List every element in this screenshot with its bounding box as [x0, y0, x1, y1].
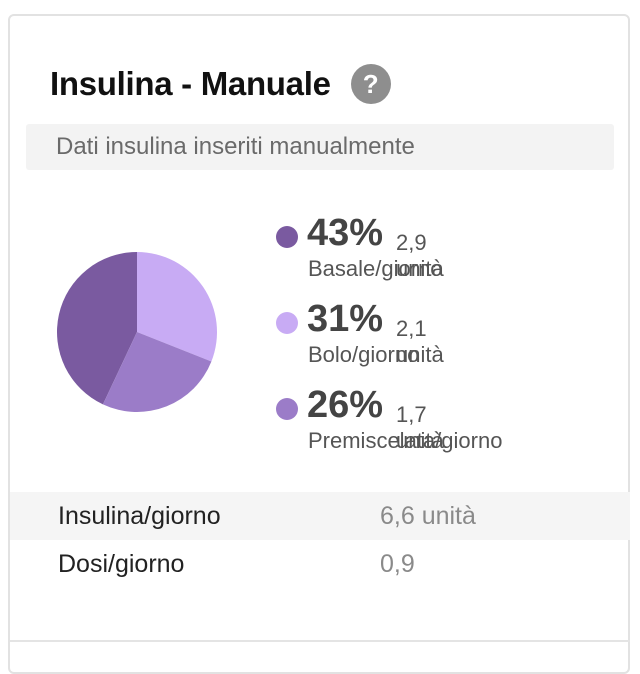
stat-label: Insulina/giorno: [58, 501, 221, 530]
help-icon[interactable]: ?: [350, 64, 391, 104]
stat-label: Dosi/giorno: [58, 549, 185, 578]
legend-units: 2,9 unità: [396, 230, 444, 281]
card-subtitle: Dati insulina inseriti manualmente: [56, 133, 415, 160]
subtitle-bar: Dati insulina inseriti manualmente: [26, 124, 614, 170]
legend-label: Bolo/giorno: [308, 342, 420, 367]
legend-label: Premiscelata/giorno: [308, 428, 503, 453]
stat-row-doses-per-day: Dosi/giorno 0,9: [10, 540, 630, 588]
stat-value: 0,9: [380, 549, 415, 578]
legend-percent: 26%: [307, 384, 384, 426]
legend-dot-bolo: [276, 312, 298, 334]
insulin-pie-chart: [57, 252, 217, 412]
pie-slice-basale: [57, 252, 138, 405]
legend-units: 2,1 unità: [396, 316, 444, 367]
stat-value: 6,6 unità: [380, 501, 476, 530]
pie-slice-bolo: [137, 252, 217, 362]
legend-units: 1,7 unità: [396, 402, 444, 453]
legend-percent: 31%: [307, 298, 384, 340]
legend-dot-basale: [276, 226, 298, 248]
divider: [10, 640, 630, 642]
card-header: Insulina - Manuale ?: [50, 64, 391, 104]
legend-percent: 43%: [307, 212, 384, 254]
card-title: Insulina - Manuale: [50, 65, 331, 102]
legend-label: Basale/giorno: [308, 256, 443, 281]
pie-slice-premiscelata: [102, 332, 212, 412]
stat-row-insulin-per-day: Insulina/giorno 6,6 unità: [10, 492, 630, 540]
legend-dot-premiscelata: [276, 398, 298, 420]
